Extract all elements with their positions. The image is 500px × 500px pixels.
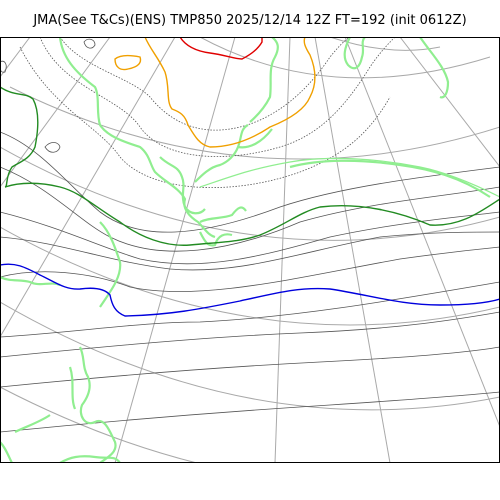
coastlines (0, 37, 491, 463)
map-canvas (0, 37, 500, 463)
isotherm-red (179, 37, 263, 60)
isotherm-light-green (199, 157, 500, 198)
graticule-latitude (0, 37, 500, 463)
isotherm-orange (144, 37, 316, 148)
isotherms-green (0, 86, 500, 246)
isotherms-solid (0, 131, 500, 433)
isotherm-blue (0, 263, 500, 317)
isotherms-dotted (19, 37, 396, 188)
map-panel (0, 37, 500, 463)
map-title: JMA(See T&Cs)(ENS) TMP850 2025/12/14 12Z… (33, 13, 467, 28)
isotherm-orange-small (114, 54, 142, 71)
